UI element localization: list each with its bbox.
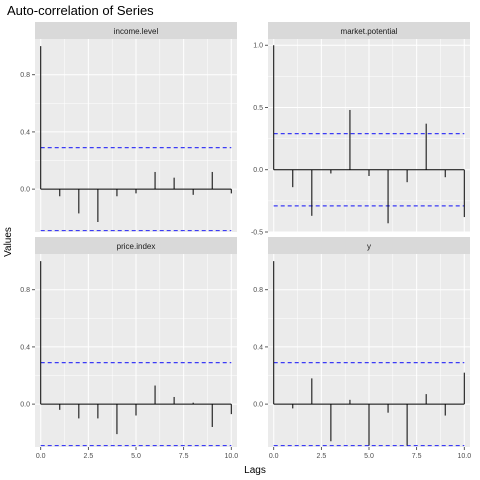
y-tick-label: 0.8: [253, 287, 263, 294]
x-tick-label: 7.5: [179, 453, 189, 460]
y-tick-label: 0.4: [253, 344, 263, 351]
y-tick-label: 0.4: [20, 344, 30, 351]
x-tick-label: 5.0: [131, 453, 141, 460]
x-tick-label: 2.5: [83, 453, 93, 460]
facet-income-level: income.level 0.0 0.4 0.8: [20, 22, 237, 232]
x-tick-label: 10.0: [457, 453, 471, 460]
facet-y: y 0.0 0.4 0.8 0.0 2.5 5.0 7.5 10.0: [253, 237, 471, 460]
y-tick-label: 0.0: [253, 402, 263, 409]
y-tick-label: 0.4: [20, 129, 30, 136]
facet-market-potential: market.potential -0.5 0.0 0.5 1.0: [251, 22, 470, 237]
x-tick-label: 0.0: [36, 453, 46, 460]
x-tick-label: 0.0: [269, 453, 279, 460]
facet-strip-label: price.index: [117, 242, 156, 251]
y-tick-label: 1.0: [253, 43, 263, 50]
facet-strip-label: income.level: [114, 27, 159, 36]
x-tick-label: 5.0: [364, 453, 374, 460]
y-tick-label: 0.0: [20, 187, 30, 194]
chart-title: Auto-correlation of Series: [7, 3, 154, 18]
y-tick-label: 0.5: [253, 105, 263, 112]
facet-strip: [268, 22, 470, 39]
y-tick-label: 0.0: [20, 402, 30, 409]
x-tick-label: 2.5: [316, 453, 326, 460]
facet-price-index: price.index 0.0 0.4 0.8 0.0 2.5 5.0 7.5 10.0: [20, 237, 238, 460]
facet-strip: [268, 237, 470, 254]
x-axis-label: Lags: [244, 465, 266, 476]
facet-panels: income.level 0.0 0.4 0.8 market.potential -0.…: [20, 22, 471, 460]
y-tick-label: 0.0: [253, 167, 263, 174]
x-tick-label: 7.5: [412, 453, 422, 460]
facet-strip: [35, 22, 237, 39]
x-tick-label: 10.0: [224, 453, 238, 460]
y-tick-label: -0.5: [251, 230, 263, 237]
facet-strip-label: market.potential: [341, 27, 398, 36]
y-tick-label: 0.8: [20, 72, 30, 79]
facet-strip: [35, 237, 237, 254]
facet-strip-label: y: [367, 242, 371, 251]
y-axis-label: Values: [3, 227, 14, 257]
y-tick-label: 0.8: [20, 287, 30, 294]
